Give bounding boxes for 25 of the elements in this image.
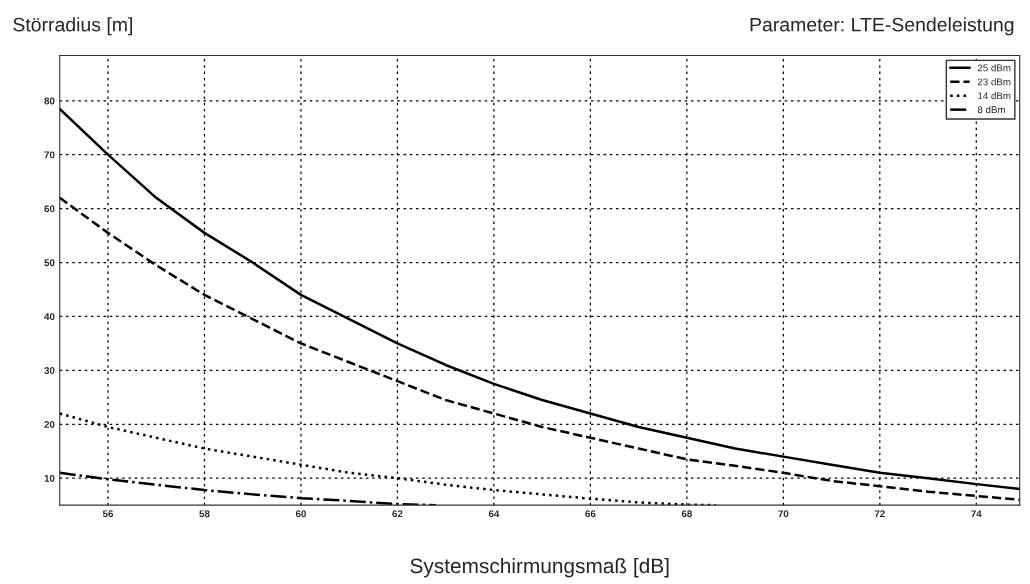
x-tick-label: 64: [488, 510, 500, 518]
x-tick-label: 74: [971, 510, 982, 518]
legend-label: 25 dBm: [977, 64, 1011, 72]
y-tick-label: 70: [44, 151, 55, 159]
y-tick-label: 20: [44, 421, 55, 428]
y-tick-label: 30: [44, 367, 55, 374]
x-tick-label: 66: [585, 510, 596, 518]
x-tick-label: 60: [295, 510, 306, 518]
legend-label: 8 dBm: [977, 106, 1005, 114]
x-tick-label: 70: [778, 510, 789, 518]
legend-label: 23 dBm: [977, 78, 1011, 86]
x-tick-label: 58: [199, 510, 210, 518]
y-tick-label: 10: [44, 474, 55, 482]
x-tick-label: 56: [102, 510, 114, 518]
y-axis-title: Störradius [m]: [13, 17, 132, 36]
x-tick-label: 68: [681, 510, 692, 518]
x-tick-label: 72: [874, 510, 885, 518]
legend-label: 14 dBm: [978, 92, 1011, 100]
y-tick-label: 50: [44, 259, 55, 267]
chart-title: Parameter: LTE-Sendeleistung: [750, 17, 1014, 36]
y-tick-label: 80: [44, 97, 55, 105]
y-tick-label: 40: [44, 313, 55, 321]
x-tick-label: 62: [392, 510, 403, 518]
y-tick-label: 60: [44, 205, 55, 213]
x-axis-title: Systemschirmungsmaß [dB]: [410, 557, 669, 578]
